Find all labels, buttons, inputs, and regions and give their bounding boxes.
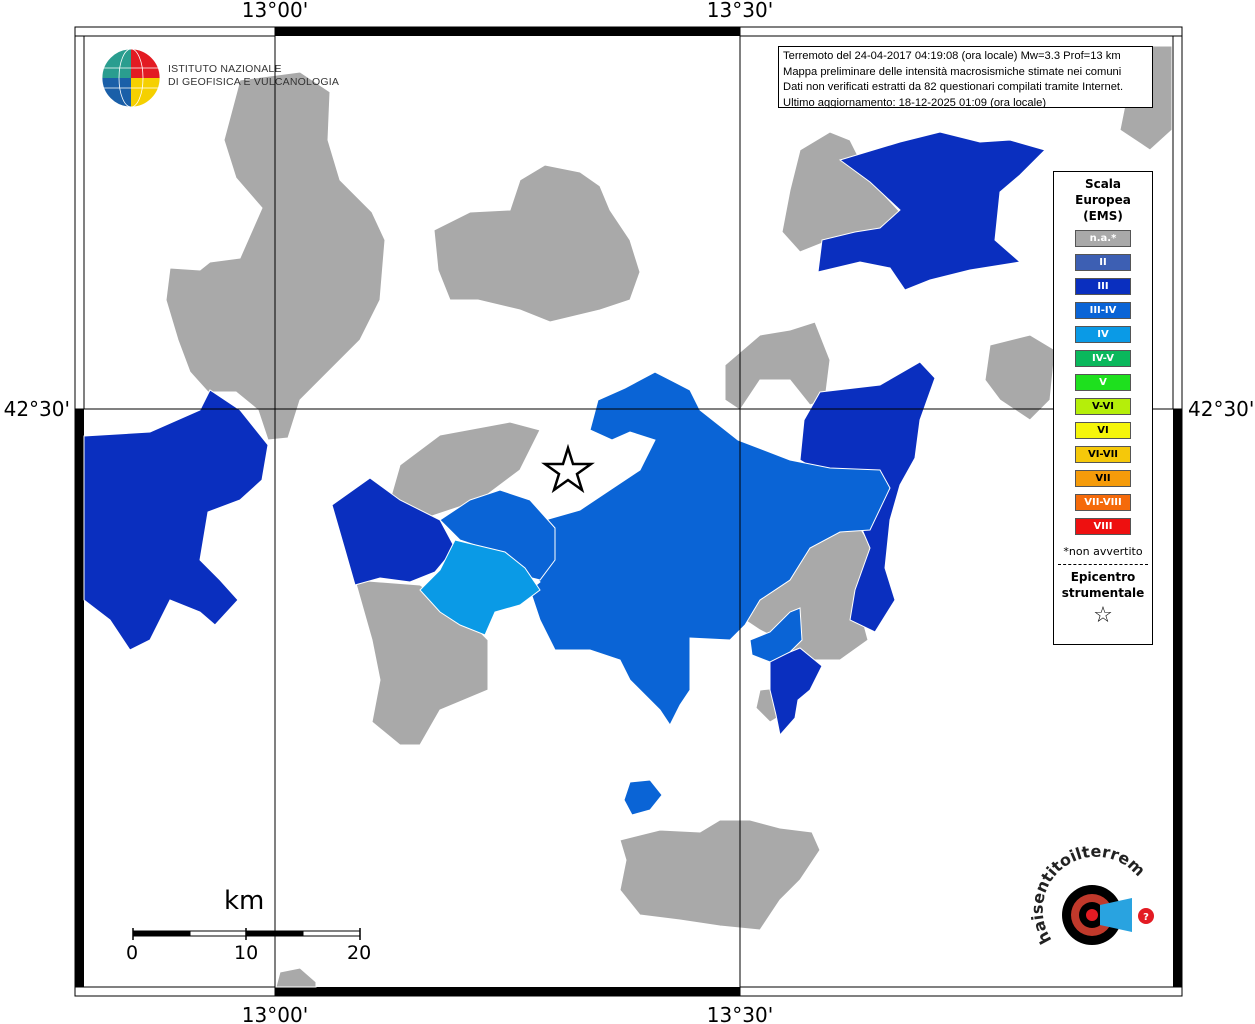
legend-epicenter-line1: Epicentro	[1070, 570, 1136, 584]
area-na-6	[724, 321, 831, 411]
legend-item: n.a.*	[1075, 230, 1131, 247]
legend-title-line2: Europea	[1075, 193, 1131, 207]
svg-text:?: ?	[1143, 912, 1149, 923]
municipalities-III	[83, 131, 1046, 737]
legend-item: VI-VII	[1075, 446, 1131, 463]
coord-bottom-right: 13°30'	[707, 1003, 773, 1024]
scale-unit: km	[224, 886, 265, 916]
intensity-legend: Scala Europea (EMS) n.a.* II III III-IV IV IV…	[1053, 171, 1153, 645]
institute-line2: DI GEOFISICA E VULCANOLOGIA	[168, 76, 340, 88]
ingv-globe-icon	[101, 48, 161, 108]
area-III-IV-1	[519, 371, 891, 726]
coord-top-left: 13°00'	[242, 0, 308, 22]
info-line-1: Terremoto del 24-04-2017 04:19:08 (ora l…	[783, 50, 1121, 62]
legend-item: V	[1075, 374, 1131, 391]
area-IV-1	[419, 539, 541, 636]
municipalities-IV	[419, 539, 541, 636]
info-line-3: Dati non verificati estratti da 82 quest…	[783, 81, 1124, 93]
municipalities-III-IV	[439, 371, 891, 816]
scale-tick-0: 0	[126, 942, 139, 964]
legend-item: III-IV	[1075, 302, 1131, 319]
institute-line1: ISTITUTO NAZIONALE	[168, 63, 282, 75]
legend-star-icon: ☆	[1093, 603, 1113, 628]
scale-tick-10: 10	[234, 942, 259, 964]
coord-left: 42°30'	[4, 397, 70, 421]
coord-right: 42°30'	[1188, 397, 1254, 421]
legend-epicenter-line2: strumentale	[1061, 586, 1145, 600]
scale-bar	[132, 928, 361, 940]
area-III-5	[769, 647, 823, 737]
coord-top-right: 13°30'	[707, 0, 773, 22]
map-frame-border	[74, 26, 1183, 997]
area-III-IV-4	[623, 779, 663, 816]
legend-title: Scala Europea (EMS)	[1054, 176, 1152, 224]
legend-item: III	[1075, 278, 1131, 295]
legend-item: VII	[1075, 470, 1131, 487]
legend-item: VI	[1075, 422, 1131, 439]
info-line-2: Mappa preliminare delle intensità macros…	[783, 65, 1122, 78]
legend-item: IV-V	[1075, 350, 1131, 367]
legend-item: VIII	[1075, 518, 1131, 535]
info-line-4: Ultimo aggiornamento: 18-12-2025 01:09 (…	[783, 96, 1047, 108]
legend-item: II	[1075, 254, 1131, 271]
area-III-3	[817, 131, 1046, 291]
area-III-2	[331, 477, 456, 586]
legend-title-line1: Scala	[1084, 177, 1122, 191]
legend-item: IV	[1075, 326, 1131, 343]
legend-title-line3: (EMS)	[1083, 209, 1123, 223]
scale-tick-20: 20	[347, 942, 372, 964]
legend-items: n.a.* II III III-IV IV IV-V V V-VI VI VI-VII VII VI…	[1054, 230, 1152, 535]
legend-item: VII-VIII	[1075, 494, 1131, 511]
area-na-2	[433, 164, 641, 323]
area-na-10	[619, 819, 821, 931]
area-III-IV-3	[749, 607, 803, 663]
area-na-12	[275, 967, 317, 988]
legend-item: V-VI	[1075, 398, 1131, 415]
coord-bottom-left: 13°00'	[242, 1003, 308, 1024]
area-III-1	[83, 389, 269, 651]
event-info-box: Terremoto del 24-04-2017 04:19:08 (ora l…	[778, 46, 1153, 108]
legend-note: *non avvertito	[1063, 545, 1143, 558]
area-na-5	[984, 334, 1056, 421]
graticule	[75, 27, 1182, 996]
legend-epicenter: Epicentro strumentale	[1054, 569, 1152, 601]
legend-separator	[1058, 564, 1148, 565]
institute-name: ISTITUTO NAZIONALE DI GEOFISICA E VULCAN…	[168, 63, 339, 89]
epicenter-star	[541, 443, 595, 494]
